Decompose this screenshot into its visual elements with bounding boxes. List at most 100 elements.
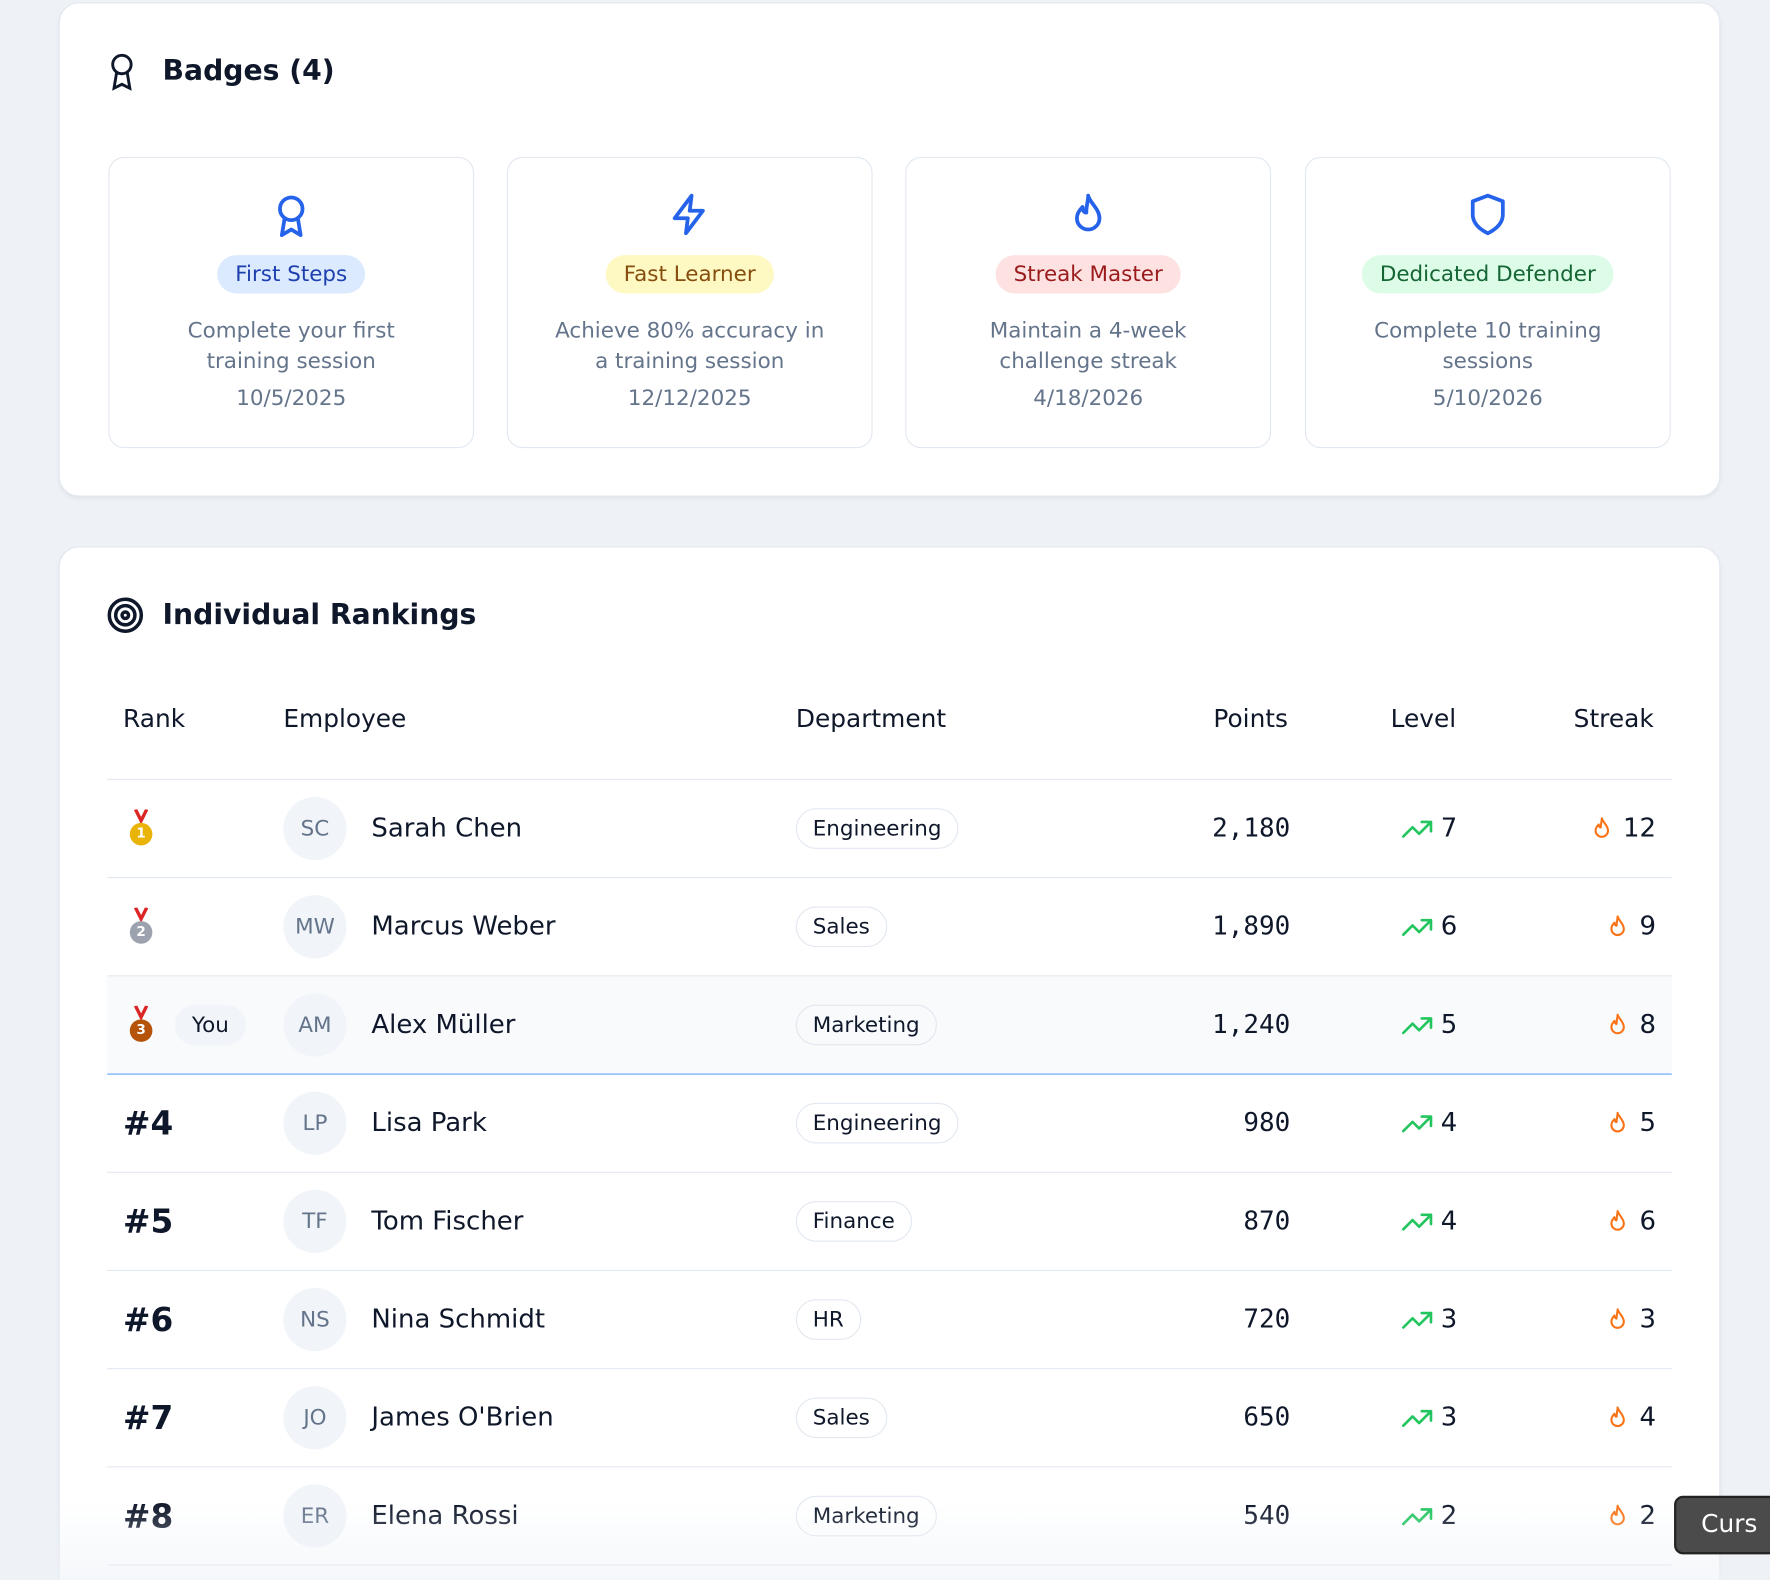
medal	[129, 906, 153, 944]
points: 2,180	[1212, 813, 1291, 844]
flame-icon	[1610, 1406, 1626, 1428]
bottom-fade	[0, 1501, 1770, 1580]
streak-value: 5	[1639, 1108, 1656, 1138]
badge-description: Complete 10 training sessions	[1374, 318, 1602, 374]
rank-medal: 3	[128, 1005, 155, 1044]
badge-description: Complete your first training session	[187, 318, 395, 374]
ranking-row: #4 LP Lisa Park Engineering 980 4 5	[107, 1075, 1672, 1173]
department: Engineering	[795, 1102, 959, 1144]
department: HR	[795, 1299, 861, 1340]
badges-title: Badges (4)	[162, 54, 335, 87]
rank: #7	[123, 1398, 174, 1438]
avatar: AM	[283, 993, 347, 1057]
streak: 6	[1606, 1207, 1656, 1236]
flame-icon	[1610, 1308, 1626, 1329]
badge-date: 12/12/2025	[627, 386, 752, 411]
rank-number: 2	[136, 923, 146, 940]
streak-value: 8	[1639, 1010, 1656, 1040]
you-tag: You	[174, 1004, 246, 1046]
badge-date: 4/18/2026	[1033, 386, 1144, 411]
employee-name: Alex Müller	[371, 1010, 516, 1040]
department: Sales	[795, 1397, 887, 1439]
streak: 4	[1606, 1403, 1656, 1432]
icon	[278, 195, 305, 238]
level: 5	[1402, 1010, 1457, 1040]
level-value: 3	[1440, 1403, 1458, 1433]
rank: #5	[123, 1202, 174, 1241]
badges-title-wrap: Badges (4)	[111, 53, 335, 91]
medal	[129, 1005, 153, 1042]
trend-icon	[1402, 1017, 1433, 1035]
badge-description: Achieve 80% accuracy in a training sessi…	[555, 318, 825, 374]
department: Sales	[795, 906, 887, 948]
flame-icon	[1610, 1013, 1626, 1035]
rank: #4	[123, 1103, 174, 1143]
ranking-row: 3 You AM Alex Müller Marketing 1,240 5 8	[107, 976, 1672, 1075]
streak-value: 3	[1639, 1304, 1656, 1335]
streak: 5	[1606, 1109, 1656, 1138]
trend-icon	[1402, 918, 1433, 936]
badge-card: First Steps Complete your first training …	[108, 156, 475, 449]
streak-value: 6	[1639, 1206, 1656, 1237]
department: Marketing	[795, 1004, 937, 1046]
column-header: Rank	[123, 705, 186, 734]
trend-icon	[1402, 1409, 1433, 1428]
badge-name: Dedicated Defender	[1361, 255, 1614, 294]
rankings-title-wrap: Individual Rankings	[107, 596, 476, 633]
points: 1,240	[1212, 1010, 1291, 1040]
employee-name: Nina Schmidt	[371, 1304, 546, 1335]
flame-icon	[1594, 817, 1609, 838]
employee-name: James O'Brien	[371, 1403, 554, 1433]
badge-icon	[269, 192, 314, 242]
badge-card: Dedicated Defender Complete 10 training s…	[1304, 156, 1671, 449]
streak: 3	[1606, 1305, 1656, 1334]
points: 870	[1243, 1206, 1291, 1237]
avatar: NS	[283, 1287, 347, 1352]
trend-icon	[1402, 1115, 1433, 1133]
level-value: 4	[1440, 1206, 1458, 1237]
employee-name: Lisa Park	[371, 1108, 487, 1138]
icon	[1470, 193, 1505, 236]
level: 7	[1402, 814, 1457, 843]
tooltip: Curs	[1674, 1495, 1770, 1555]
badge-icon	[667, 192, 712, 242]
badge-icon	[1465, 192, 1510, 242]
employee-name: Tom Fischer	[371, 1206, 524, 1237]
level-value: 6	[1440, 912, 1458, 942]
badge-date: 10/5/2025	[236, 386, 347, 411]
ranking-row: #6 NS Nina Schmidt HR 720 3 3	[107, 1271, 1672, 1370]
column-header: Employee	[283, 705, 407, 734]
streak-value: 12	[1622, 813, 1656, 844]
streak: 9	[1606, 912, 1656, 941]
column-header: Streak	[1573, 705, 1654, 734]
streak-value: 4	[1639, 1403, 1656, 1433]
level: 3	[1402, 1403, 1457, 1432]
badge-name: Streak Master	[995, 255, 1181, 294]
level-value: 3	[1440, 1304, 1458, 1335]
target-icon	[107, 596, 144, 633]
ranking-row: #7 JO James O'Brien Sales 650 3 4	[107, 1369, 1672, 1468]
employee-name: Marcus Weber	[371, 912, 556, 942]
rank-medal: 2	[128, 906, 155, 946]
badge-card: Streak Master Maintain a 4-week challenge…	[905, 156, 1272, 449]
points: 720	[1243, 1304, 1291, 1335]
points: 1,890	[1212, 912, 1291, 942]
avatar: SC	[283, 796, 347, 861]
badge-card: Fast Learner Achieve 80% accuracy in a tr…	[506, 156, 873, 449]
avatar: MW	[283, 895, 347, 959]
level: 4	[1402, 1109, 1457, 1138]
ranking-row: 1 SC Sarah Chen Engineering 2,180 7 12	[107, 780, 1672, 879]
streak-value: 9	[1639, 912, 1656, 942]
rank-number: 1	[136, 825, 146, 841]
level: 6	[1402, 912, 1457, 941]
level: 3	[1402, 1305, 1457, 1334]
column-header: Department	[795, 705, 947, 734]
avatar: TF	[283, 1189, 347, 1254]
badges-card: Badges (4) First Steps Complete your firs…	[58, 2, 1721, 497]
badge-icon	[1066, 192, 1111, 242]
employee-name: Sarah Chen	[371, 813, 523, 844]
rank: #6	[123, 1300, 174, 1339]
award-icon	[111, 53, 133, 91]
